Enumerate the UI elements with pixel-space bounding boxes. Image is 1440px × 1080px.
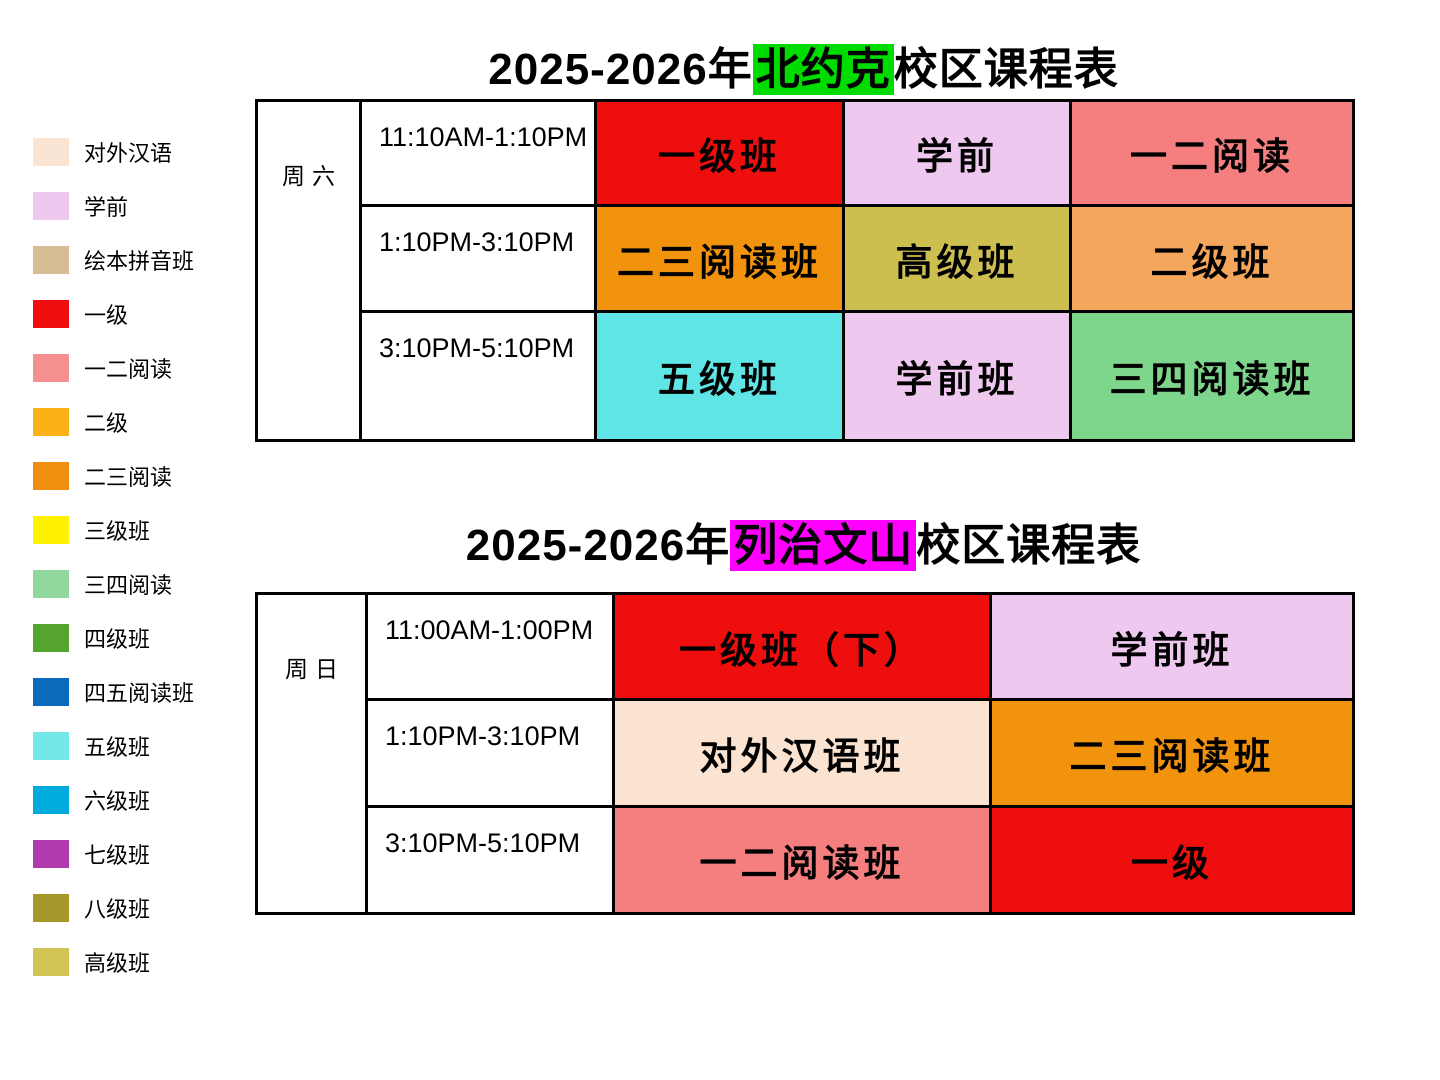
color-swatch — [33, 354, 69, 382]
class-cell: 学前班 — [989, 592, 1355, 701]
schedule-table-north-york: 周六 11:10AM-1:10PM 一级班 学前 一二阅读 1:10PM-3:1… — [255, 99, 1355, 442]
time-cell: 1:10PM-3:10PM — [359, 204, 597, 313]
legend-label: 一级 — [84, 303, 129, 328]
legend-label: 五级班 — [84, 735, 151, 760]
color-swatch — [33, 300, 69, 328]
day-cell: 周六 — [255, 99, 362, 442]
legend-item: 一二阅读 — [33, 354, 194, 382]
class-cell: 一二阅读 — [1069, 99, 1355, 207]
color-swatch — [33, 786, 69, 814]
legend-item: 学前 — [33, 192, 194, 220]
title-campus-highlight: 北约克 — [752, 44, 894, 95]
color-swatch — [33, 516, 69, 544]
legend-label: 二级 — [84, 411, 129, 436]
class-cell: 一二阅读班 — [612, 805, 992, 915]
legend-label: 四级班 — [84, 627, 151, 652]
title-richmond-hill: 2025-2026年列治文山校区课程表 — [255, 509, 1352, 573]
color-swatch — [33, 624, 69, 652]
legend: 对外汉语 学前 绘本拼音班 一级 一二阅读 二级 二三阅读 三级班 三四阅读 四… — [33, 138, 194, 1002]
color-swatch — [33, 732, 69, 760]
legend-item: 七级班 — [33, 840, 194, 868]
color-swatch — [33, 462, 69, 490]
legend-item: 二三阅读 — [33, 462, 194, 490]
time-cell: 11:10AM-1:10PM — [359, 99, 597, 207]
legend-item: 三四阅读 — [33, 570, 194, 598]
time-cell: 1:10PM-3:10PM — [365, 698, 615, 808]
color-swatch — [33, 246, 69, 274]
schedule-table-richmond-hill: 周日 11:00AM-1:00PM 一级班（下） 学前班 1:10PM-3:10… — [255, 592, 1355, 915]
legend-label: 一二阅读 — [84, 357, 173, 382]
legend-item: 八级班 — [33, 894, 194, 922]
time-cell: 3:10PM-5:10PM — [365, 805, 615, 915]
title-prefix: 2025-2026年 — [465, 521, 731, 570]
legend-label: 三四阅读 — [84, 573, 173, 598]
title-suffix: 校区课程表 — [916, 521, 1142, 570]
class-cell: 二级班 — [1069, 204, 1355, 313]
title-suffix: 校区课程表 — [893, 45, 1119, 94]
class-cell: 一级班（下） — [612, 592, 992, 701]
legend-item: 对外汉语 — [33, 138, 194, 166]
color-swatch — [33, 948, 69, 976]
class-cell: 对外汉语班 — [612, 698, 992, 808]
legend-label: 绘本拼音班 — [84, 249, 195, 274]
legend-label: 七级班 — [84, 843, 151, 868]
class-cell: 二三阅读班 — [594, 204, 845, 313]
legend-item: 六级班 — [33, 786, 194, 814]
color-swatch — [33, 570, 69, 598]
class-cell: 二三阅读班 — [989, 698, 1355, 808]
legend-item: 绘本拼音班 — [33, 246, 194, 274]
legend-label: 六级班 — [84, 789, 151, 814]
color-swatch — [33, 138, 69, 166]
class-cell: 三四阅读班 — [1069, 310, 1355, 442]
title-prefix: 2025-2026年 — [488, 45, 753, 94]
color-swatch — [33, 894, 69, 922]
class-cell: 学前班 — [842, 310, 1072, 442]
color-swatch — [33, 408, 69, 436]
class-cell: 学前 — [842, 99, 1072, 207]
time-cell: 11:00AM-1:00PM — [365, 592, 615, 701]
day-cell: 周日 — [255, 592, 368, 915]
legend-item: 一级 — [33, 300, 194, 328]
legend-label: 高级班 — [84, 951, 151, 976]
class-cell: 一级 — [989, 805, 1355, 915]
legend-label: 学前 — [84, 195, 129, 220]
legend-item: 三级班 — [33, 516, 194, 544]
legend-item: 四五阅读班 — [33, 678, 194, 706]
class-cell: 高级班 — [842, 204, 1072, 313]
color-swatch — [33, 840, 69, 868]
legend-label: 三级班 — [84, 519, 151, 544]
legend-label: 四五阅读班 — [84, 681, 195, 706]
legend-item: 二级 — [33, 408, 194, 436]
legend-label: 二三阅读 — [84, 465, 173, 490]
class-cell: 五级班 — [594, 310, 845, 442]
color-swatch — [33, 678, 69, 706]
legend-label: 对外汉语 — [84, 141, 173, 166]
class-cell: 一级班 — [594, 99, 845, 207]
legend-label: 八级班 — [84, 897, 151, 922]
title-campus-highlight: 列治文山 — [730, 520, 917, 571]
legend-item: 四级班 — [33, 624, 194, 652]
legend-item: 五级班 — [33, 732, 194, 760]
title-north-york: 2025-2026年北约克校区课程表 — [255, 33, 1352, 97]
color-swatch — [33, 192, 69, 220]
legend-item: 高级班 — [33, 948, 194, 976]
time-cell: 3:10PM-5:10PM — [359, 310, 597, 442]
